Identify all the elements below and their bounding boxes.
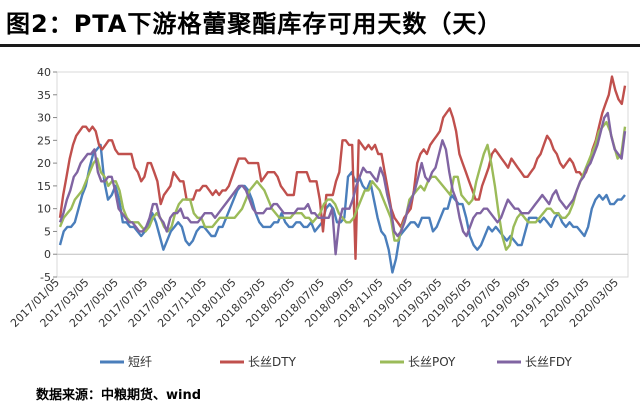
y-tick-label: 35 [37,89,51,102]
y-tick-label: 10 [37,203,51,216]
y-tick-label: 40 [37,66,51,79]
y-tick-label: 0 [44,248,51,261]
y-tick-label: -5 [40,271,51,284]
title-rule [0,44,640,47]
title-bar: 图2：PTA下游格蕾聚酯库存可用天数（天） [0,0,640,48]
y-tick-label: 5 [44,225,51,238]
y-tick-label: 20 [37,157,51,170]
plot-area [56,71,629,278]
series-line-3 [58,120,627,251]
legend-label-2: 长丝DTY [248,355,297,369]
legend-label-3: 长丝POY [408,355,456,369]
y-tick-label: 25 [37,134,51,147]
y-tick-label: 30 [37,112,51,125]
legend-label-1: 短纤 [128,355,152,369]
series-line-2 [58,75,627,261]
legend-label-4: 长丝FDY [525,355,572,369]
series-line-4 [58,111,627,256]
source-note: 数据来源：中粮期货、wind [36,388,202,403]
line-chart: -505101520253035402017/01/052017/03/0520… [8,66,629,369]
chart-title: 图2：PTA下游格蕾聚酯库存可用天数（天） [6,10,503,38]
y-tick-label: 15 [37,180,51,193]
